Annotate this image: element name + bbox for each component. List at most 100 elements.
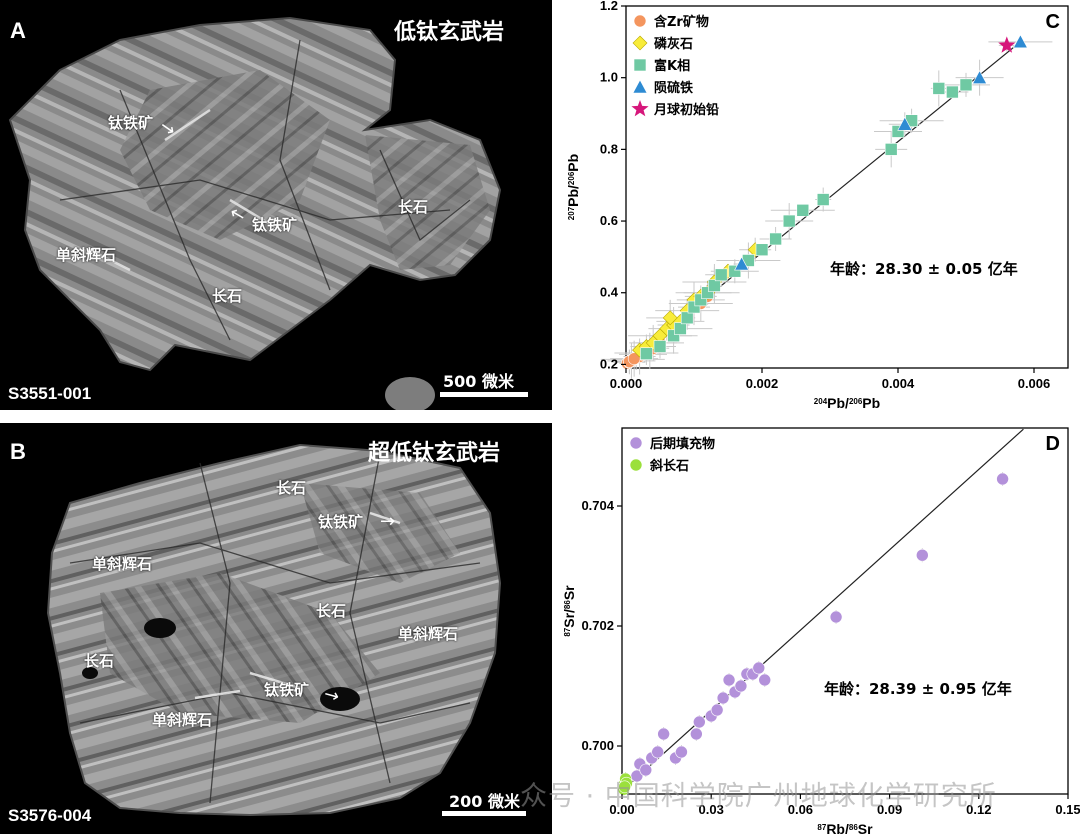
legend-label: 后期填充物: [650, 436, 715, 452]
bse-rock-b: [46, 443, 502, 817]
series-points-5: [998, 36, 1016, 53]
panel-letter-b: B: [10, 439, 26, 464]
legend-marker: [633, 58, 647, 72]
panel-title-b: 超低钛玄武岩: [368, 441, 501, 466]
legend-marker: [632, 79, 648, 94]
sample-id-b: S3576-004: [8, 806, 92, 825]
y-tick-label: 1.2: [600, 0, 618, 13]
data-point: [651, 745, 664, 759]
data-point: [972, 70, 988, 84]
x-tick-label: 0.12: [966, 802, 991, 817]
data-point: [714, 268, 728, 282]
age-annotation: 年龄：28.39 ± 0.95 亿年: [824, 680, 1012, 698]
data-point: [618, 780, 631, 794]
mineral-label-clinopyroxene: 单斜辉石: [56, 246, 117, 264]
y-tick-label: 0.2: [600, 356, 618, 371]
data-point: [769, 232, 782, 246]
mineral-label-feldspar: 长石: [84, 652, 115, 670]
y-tick-label: 0.700: [581, 738, 614, 753]
data-point: [959, 78, 973, 92]
chart-d-rb-sr-isochron: 0.00 0.03 0.06 0.09 0.12 0.15 0.700 0.702 0.704 8…: [561, 427, 1080, 834]
sample-id-a: S3551-001: [8, 384, 92, 403]
legend-marker: [629, 436, 643, 450]
y-tick-label: 0.8: [600, 141, 618, 156]
mineral-label-clinopyroxene: 单斜辉石: [398, 625, 459, 643]
legend-label: 磷灰石: [654, 36, 693, 52]
data-point: [639, 763, 653, 777]
data-point: [946, 85, 959, 99]
bse-image-a: A 低钛玄武岩 钛铁矿 → → 钛铁矿 单斜辉石 长石 长石 S3551-001…: [0, 0, 552, 410]
data-point: [690, 727, 703, 741]
series-points-2: [617, 772, 633, 796]
legend-marker: [631, 100, 649, 117]
data-point: [675, 745, 688, 759]
data-point: [998, 36, 1016, 53]
data-point: [640, 347, 653, 360]
y-tick-label: 0.4: [600, 285, 619, 300]
data-point: [932, 82, 946, 95]
mineral-label-ilmenite: 钛铁矿: [318, 513, 364, 531]
data-point: [716, 691, 730, 705]
x-tick-label: 0.006: [1018, 376, 1051, 391]
data-point: [897, 116, 913, 131]
data-point: [710, 703, 724, 717]
series-points-1: [630, 472, 1009, 783]
y-axis-label: 207Pb/206Pb: [565, 154, 581, 220]
bse-rock-a: [8, 16, 502, 410]
mineral-label-feldspar: 长石: [316, 602, 347, 620]
data-point: [722, 673, 736, 687]
data-point: [662, 310, 678, 326]
scale-bar-a: [440, 392, 528, 397]
data-point: [708, 279, 721, 292]
data-point: [996, 472, 1009, 486]
data-point: [1012, 34, 1028, 49]
data-point: [734, 679, 748, 693]
bse-image-b: B 超低钛玄武岩 长石 钛铁矿 → 单斜辉石 长石 单斜辉石 长石 钛铁矿 → …: [0, 423, 552, 834]
panel-letter-a: A: [10, 18, 26, 43]
mineral-label-ilmenite: 钛铁矿: [264, 681, 310, 699]
legend-marker: [629, 458, 643, 472]
scale-label-b: 200 微米: [449, 792, 520, 811]
panel-letter-d: D: [1046, 433, 1060, 455]
mineral-label-clinopyroxene: 单斜辉石: [152, 711, 213, 729]
legend-label: 含Zr矿物: [653, 14, 709, 30]
watermark: 众号 · 中国科学院广州地球化学研究所: [520, 781, 997, 812]
x-tick-label: 0.00: [609, 802, 634, 817]
data-point: [734, 256, 750, 271]
legend-label: 富K相: [654, 58, 690, 74]
data-point: [884, 143, 898, 156]
mineral-label-feldspar: 长石: [276, 479, 307, 497]
mineral-label-clinopyroxene: 单斜辉石: [92, 555, 153, 573]
x-tick-label: 0.03: [699, 802, 724, 817]
scale-label-a: 500 微米: [443, 372, 514, 391]
y-axis-label: 87Sr/86Sr: [561, 585, 577, 637]
x-tick-label: 0.09: [877, 802, 902, 817]
panel-title-a: 低钛玄武岩: [394, 20, 505, 45]
series-points-4: [734, 34, 1028, 271]
panel-letter-c: C: [1046, 11, 1060, 33]
x-tick-label: 0.06: [788, 802, 813, 817]
data-point: [680, 311, 694, 325]
series-points-3: [640, 78, 973, 360]
data-point: [657, 727, 670, 741]
data-point: [796, 203, 810, 217]
mineral-label-feldspar: 长石: [398, 198, 429, 216]
data-point: [693, 715, 706, 729]
x-axis-label: 87Rb/86Sr: [817, 821, 873, 834]
x-tick-label: 0.004: [882, 376, 915, 391]
x-tick-label: 0.000: [610, 376, 643, 391]
data-point: [829, 610, 843, 624]
y-tick-label: 0.702: [581, 618, 614, 633]
x-axis-label: 204Pb/206Pb: [814, 395, 880, 411]
arrow-icon: →: [380, 511, 396, 532]
data-point: [653, 340, 667, 353]
y-tick-label: 0.704: [581, 498, 614, 513]
y-tick-label: 1.0: [600, 70, 618, 85]
data-point: [755, 243, 769, 257]
data-point: [752, 661, 766, 675]
legend-marker: [633, 14, 647, 28]
data-point: [816, 193, 830, 206]
mineral-label-ilmenite: 钛铁矿: [252, 216, 298, 234]
legend-label: 陨硫铁: [654, 80, 693, 96]
mineral-label-feldspar: 长石: [212, 287, 243, 305]
